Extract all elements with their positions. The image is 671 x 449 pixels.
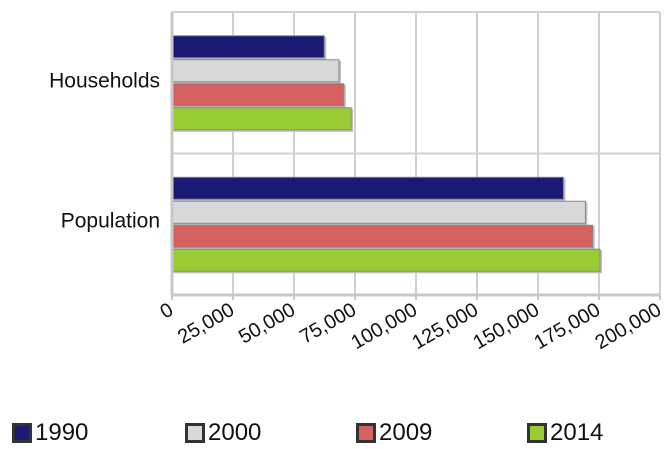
chart-legend: 1990 2000 2009 2014 bbox=[0, 418, 671, 448]
category-label-population: Population bbox=[61, 210, 160, 233]
x-tick-label: 0 bbox=[157, 299, 178, 324]
legend-item-1990: 1990 bbox=[12, 418, 88, 448]
bar-1990-population bbox=[172, 176, 564, 200]
legend-item-2000: 2000 bbox=[185, 418, 261, 448]
x-tick-label: 25,000 bbox=[174, 299, 238, 349]
legend-label-2009: 2009 bbox=[379, 419, 433, 446]
x-tick-label: 175,000 bbox=[531, 299, 605, 354]
category-label-households: Households bbox=[49, 70, 160, 93]
bar-1990-households bbox=[172, 35, 325, 59]
bar-2000-households bbox=[172, 59, 340, 83]
legend-swatch-2014 bbox=[527, 423, 547, 443]
x-tick-label: 100,000 bbox=[348, 299, 422, 354]
bar-2014-households bbox=[172, 107, 352, 131]
bar-2009-population bbox=[172, 224, 594, 248]
x-axis-tick-labels: 025,00050,00075,000100,000125,000150,000… bbox=[157, 299, 666, 354]
x-tick-label: 125,000 bbox=[409, 299, 483, 354]
legend-label-2000: 2000 bbox=[208, 419, 262, 446]
category-labels: Households Population bbox=[49, 70, 160, 233]
bar-2000-population bbox=[172, 200, 586, 224]
legend-item-2014: 2014 bbox=[527, 418, 603, 448]
x-tick-label: 150,000 bbox=[470, 299, 544, 354]
legend-item-2009: 2009 bbox=[356, 418, 432, 448]
legend-swatch-1990 bbox=[12, 423, 32, 443]
bar-2009-households bbox=[172, 83, 345, 107]
chart-bars bbox=[172, 35, 602, 274]
chart-axes bbox=[170, 12, 661, 300]
x-tick-label: 50,000 bbox=[235, 299, 299, 349]
bar-chart: Households Population 025,00050,00075,00… bbox=[49, 11, 666, 354]
bar-2014-population bbox=[172, 248, 601, 272]
legend-swatch-2009 bbox=[356, 423, 376, 443]
legend-label-1990: 1990 bbox=[35, 419, 89, 446]
legend-label-2014: 2014 bbox=[550, 419, 604, 446]
x-tick-label: 200,000 bbox=[592, 299, 666, 354]
legend-swatch-2000 bbox=[185, 423, 205, 443]
